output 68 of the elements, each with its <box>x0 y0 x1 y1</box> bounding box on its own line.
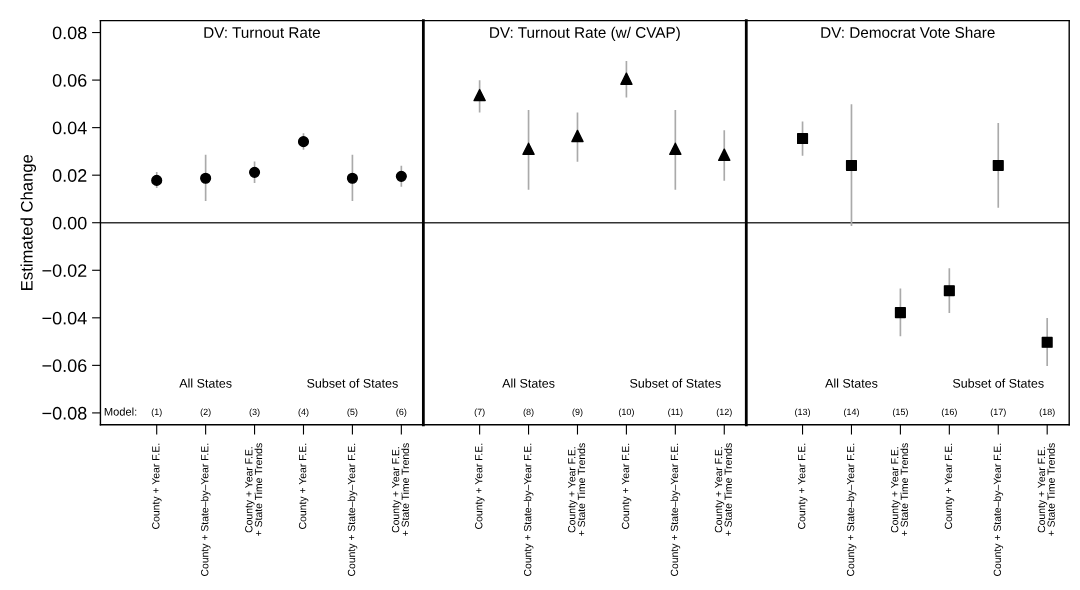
annotation: Subset of States <box>307 378 398 388</box>
annotation: (3) <box>249 408 260 417</box>
annotation: (13) <box>795 408 811 417</box>
annotation: (9) <box>572 408 583 417</box>
annotation: (17) <box>990 408 1006 417</box>
x-tick-label: County + Year F.E. + State Time Trends <box>568 443 586 536</box>
point <box>992 159 1004 171</box>
x-tick-label: County + State–by–Year F.E. <box>993 443 1004 576</box>
x-tick-label: County + Year F.E. + State Time Trends <box>890 443 909 536</box>
x-tick-label: County + State–by–Year F.E. <box>846 443 857 576</box>
annotation: Model: <box>104 407 137 416</box>
annotation: (14) <box>844 408 859 417</box>
point <box>943 285 955 297</box>
point <box>571 129 584 143</box>
annotation: (8) <box>523 408 534 417</box>
x-tick-label: County + State–by–Year F.E. <box>670 443 681 576</box>
x-tick-label: County + Year F.E. <box>797 443 808 529</box>
x-tick-label: County + Year F.E. <box>475 443 485 529</box>
x-tick-label: County + State–by–Year F.E. <box>523 443 534 576</box>
point <box>669 142 682 156</box>
x-tick-label: County + Year F.E. <box>944 443 955 529</box>
point <box>718 148 731 161</box>
annotation: (18) <box>1039 408 1055 417</box>
annotation: Subset of States <box>952 378 1044 388</box>
annotation: (6) <box>396 408 407 417</box>
annotation: (15) <box>892 408 908 417</box>
chart-title: DV: Democrat Vote Share <box>821 26 995 38</box>
annotation: (12) <box>716 408 732 417</box>
annotation: All States <box>179 378 232 388</box>
annotation: All States <box>825 378 878 388</box>
annotation: (10) <box>618 408 634 417</box>
y-tick-label: −0.04 <box>42 311 87 325</box>
x-tick-label: County + Year F.E. <box>298 443 309 529</box>
annotation: (16) <box>941 408 957 417</box>
x-tick-label: County + State–by–Year F.E. <box>347 443 358 576</box>
y-tick-label: 0.08 <box>52 26 87 40</box>
y-tick-label: −0.06 <box>42 359 87 373</box>
x-tick-label: County + Year F.E. + State Time Trends <box>391 443 409 536</box>
annotation: All States <box>502 378 555 388</box>
x-tick-label: County + Year F.E. <box>621 443 632 529</box>
annotation: (1) <box>151 408 162 417</box>
point <box>796 133 809 145</box>
x-tick-label: County + Year F.E. + State Time Trends <box>245 443 263 536</box>
y-axis-title: Estimated Change <box>20 154 37 290</box>
y-tick-label: 0.02 <box>52 169 87 182</box>
point <box>1041 336 1053 348</box>
point <box>894 307 906 319</box>
x-tick-label: County + Year F.E. <box>152 443 162 529</box>
chart-title: DV: Turnout Rate <box>204 27 320 38</box>
annotation: (11) <box>668 408 683 417</box>
point <box>473 88 486 102</box>
point <box>845 159 858 171</box>
annotation: (7) <box>474 408 485 417</box>
chart-title: DV: Turnout Rate (w/ CVAP) <box>490 26 680 41</box>
annotation: (4) <box>298 408 309 417</box>
point <box>522 142 535 156</box>
annotation: (2) <box>200 408 211 417</box>
y-tick-label: −0.02 <box>42 264 87 277</box>
y-tick-label: 0.00 <box>52 216 87 230</box>
y-tick-label: 0.06 <box>52 74 87 87</box>
y-tick-label: 0.04 <box>52 121 87 135</box>
x-tick-label: County + State–by–Year F.E. <box>200 443 211 576</box>
x-tick-label: County + Year F.E. + State Time Trends <box>714 443 732 536</box>
annotation: (5) <box>347 408 358 417</box>
point <box>620 72 633 85</box>
x-tick-label: County + Year F.E. + State Time Trends <box>1037 443 1055 536</box>
y-tick-label: −0.08 <box>42 406 87 420</box>
annotation: Subset of States <box>630 378 721 388</box>
